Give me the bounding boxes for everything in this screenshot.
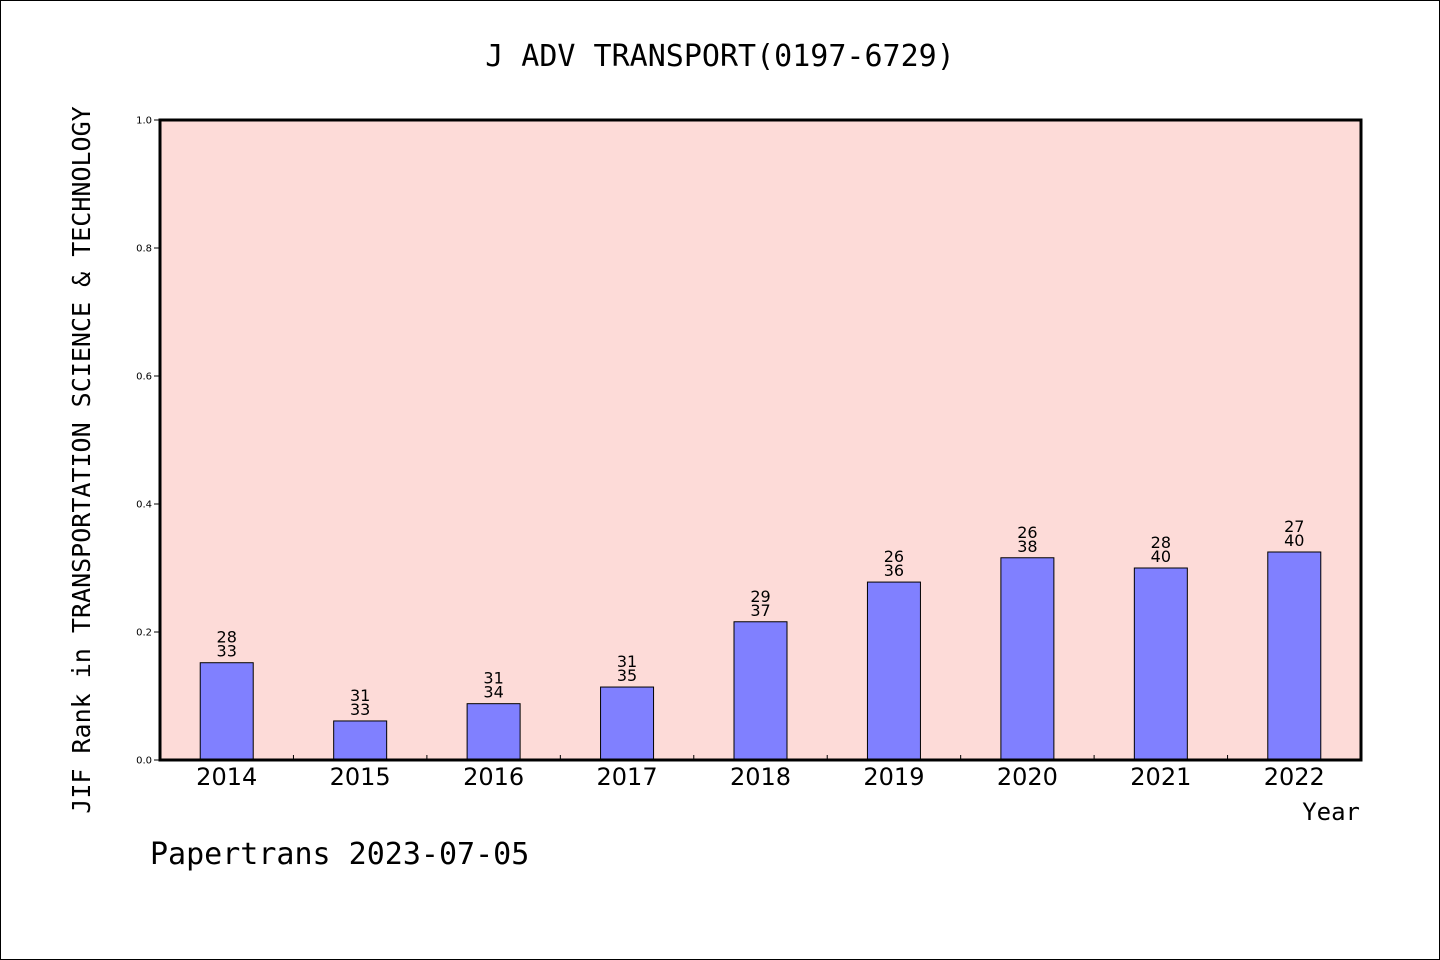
bar-total-label: 33 [350, 700, 370, 719]
bar-2020 [1000, 557, 1055, 761]
x-tick-label: 2014 [196, 763, 257, 791]
bar-rank-label: 31 [350, 686, 370, 705]
bar-2016 [466, 703, 521, 761]
bar-total-label: 37 [750, 601, 770, 620]
bar-rank-label: 26 [1017, 523, 1037, 542]
bar-2015 [333, 720, 388, 761]
x-tick-label: 2015 [330, 763, 391, 791]
x-tick-label: 2021 [1130, 763, 1191, 791]
x-tick-label: 2019 [863, 763, 924, 791]
bar-rank-label: 28 [217, 628, 237, 647]
bar-2022 [1267, 551, 1322, 761]
y-tick-label: 1.0 [136, 116, 152, 127]
x-axis-ticks: 2014 2015 2016 2017 2018 2019 2020 2021 2022 [196, 755, 1325, 791]
x-tick-label: 2022 [1264, 763, 1325, 791]
x-tick-label: 2020 [997, 763, 1058, 791]
y-axis-ticks: 0.0 0.2 0.4 0.6 0.8 1.0 [136, 116, 160, 767]
x-axis-label: Year [1302, 798, 1360, 826]
bar-rank-label: 26 [884, 547, 904, 566]
bar-rank-label: 28 [1151, 533, 1171, 552]
y-tick-label: 0.2 [136, 628, 152, 639]
y-tick-label: 0.6 [136, 372, 152, 383]
bar-2021 [1133, 567, 1188, 761]
chart-title: J ADV TRANSPORT(0197-6729) [485, 39, 955, 74]
y-tick-label: 0.0 [136, 756, 152, 767]
plot-border [158, 118, 1363, 762]
bar-rank-label: 27 [1284, 517, 1304, 536]
bar-total-label: 34 [483, 683, 503, 702]
x-tick-label: 2018 [730, 763, 791, 791]
x-tick-label: 2016 [463, 763, 524, 791]
bars [199, 551, 1322, 761]
bar-total-label: 33 [217, 642, 237, 661]
bar-total-label: 40 [1284, 531, 1304, 550]
bar-2019 [866, 581, 921, 761]
bar-total-label: 40 [1151, 547, 1171, 566]
bar-2018 [733, 621, 788, 761]
bar-2017 [600, 686, 655, 761]
x-tick-label: 2017 [597, 763, 658, 791]
y-tick-label: 0.8 [136, 244, 152, 255]
bar-total-label: 36 [884, 561, 904, 580]
y-axis-label: JIF Rank in TRANSPORTATION SCIENCE & TEC… [67, 106, 96, 813]
bar-rank-label: 31 [483, 669, 503, 688]
bar-rank-label: 29 [750, 587, 770, 606]
bar-rank-label: 31 [617, 652, 637, 671]
bar-2014 [199, 662, 254, 761]
footer-text: Papertrans 2023-07-05 [150, 837, 529, 872]
bar-total-label: 38 [1017, 537, 1037, 556]
y-tick-label: 0.4 [136, 500, 152, 511]
bar-total-label: 35 [617, 666, 637, 685]
